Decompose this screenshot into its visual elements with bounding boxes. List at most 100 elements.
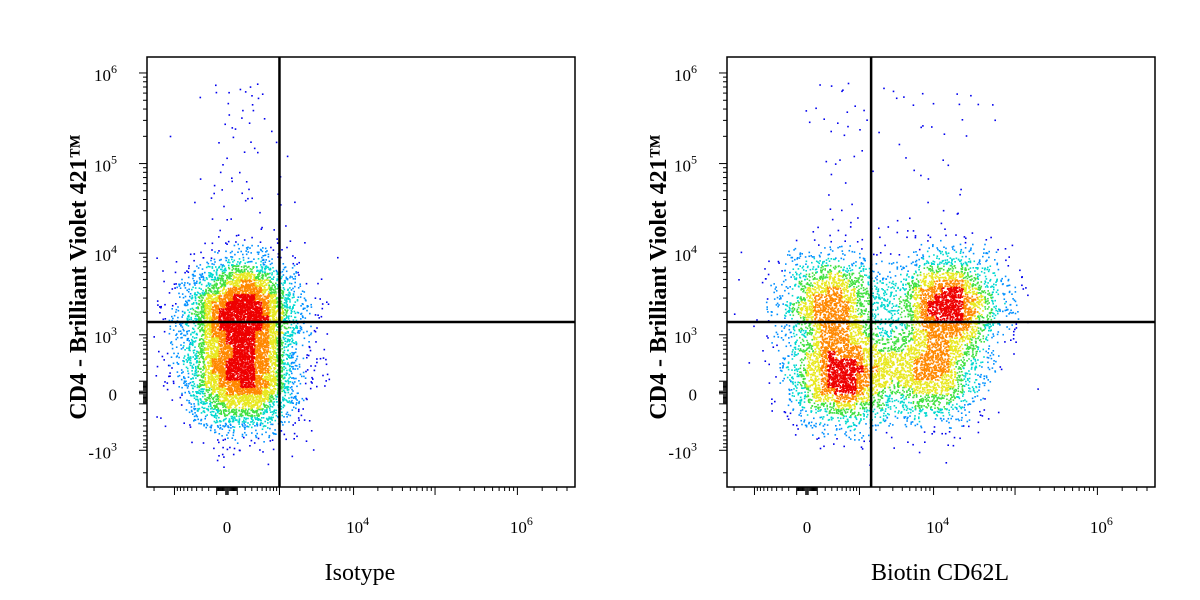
event-point bbox=[229, 446, 231, 449]
event-point bbox=[210, 370, 212, 372]
event-point bbox=[283, 377, 286, 380]
event-point bbox=[238, 400, 241, 403]
event-point bbox=[208, 397, 210, 399]
event-point bbox=[205, 338, 208, 340]
event-point bbox=[200, 423, 202, 425]
event-point bbox=[276, 284, 279, 286]
event-point bbox=[201, 392, 204, 395]
event-point bbox=[269, 286, 271, 289]
event-point bbox=[277, 415, 279, 418]
event-point bbox=[190, 409, 193, 412]
event-point bbox=[193, 293, 196, 295]
event-point bbox=[253, 275, 255, 277]
event-point bbox=[266, 410, 268, 413]
event-point bbox=[188, 345, 191, 348]
event-point bbox=[188, 316, 190, 318]
event-point bbox=[234, 268, 237, 271]
event-point bbox=[175, 283, 177, 285]
event-point bbox=[274, 312, 276, 315]
event-point bbox=[202, 339, 205, 342]
event-point bbox=[216, 288, 219, 290]
event-point bbox=[200, 317, 202, 319]
event-point bbox=[288, 343, 291, 346]
event-point bbox=[218, 332, 220, 335]
event-point bbox=[235, 265, 237, 268]
event-point bbox=[271, 313, 274, 316]
event-point bbox=[222, 409, 225, 411]
event-point bbox=[209, 402, 211, 405]
event-point bbox=[219, 399, 221, 402]
event-point bbox=[214, 251, 216, 253]
event-point bbox=[232, 136, 235, 139]
event-point bbox=[300, 293, 302, 295]
event-point bbox=[262, 247, 264, 249]
event-point bbox=[282, 389, 285, 392]
event-point bbox=[270, 423, 272, 426]
event-point bbox=[291, 310, 293, 313]
event-point bbox=[244, 404, 247, 407]
event-point bbox=[156, 300, 159, 302]
event-point bbox=[272, 402, 274, 404]
event-point bbox=[177, 375, 179, 378]
event-point bbox=[276, 318, 278, 321]
event-point bbox=[208, 387, 211, 390]
event-point bbox=[241, 292, 243, 295]
event-point bbox=[207, 344, 210, 346]
event-point bbox=[245, 268, 248, 271]
event-point bbox=[203, 323, 205, 325]
event-point bbox=[261, 387, 264, 389]
event-point bbox=[199, 281, 202, 283]
event-point bbox=[207, 305, 210, 307]
event-point bbox=[228, 274, 231, 277]
event-point bbox=[236, 442, 239, 444]
event-point bbox=[280, 339, 283, 342]
event-point bbox=[214, 389, 217, 391]
event-point bbox=[202, 356, 204, 358]
event-point bbox=[201, 273, 203, 276]
event-point bbox=[263, 279, 266, 282]
event-point bbox=[228, 412, 231, 414]
event-point bbox=[199, 311, 201, 313]
event-point bbox=[257, 276, 259, 279]
event-point bbox=[241, 435, 244, 438]
event-point bbox=[210, 291, 213, 293]
event-point bbox=[211, 273, 213, 276]
event-point bbox=[304, 317, 307, 319]
event-point bbox=[288, 369, 291, 371]
event-point bbox=[191, 373, 194, 375]
event-point bbox=[271, 325, 273, 327]
event-point bbox=[243, 151, 246, 153]
event-point bbox=[288, 397, 290, 399]
event-point bbox=[276, 337, 279, 340]
event-point bbox=[188, 356, 190, 359]
event-point bbox=[206, 356, 209, 359]
event-point bbox=[316, 385, 318, 388]
event-point bbox=[175, 303, 177, 305]
event-point bbox=[252, 278, 254, 281]
event-point bbox=[262, 263, 265, 266]
event-point bbox=[225, 259, 227, 262]
event-point bbox=[226, 448, 229, 451]
event-point bbox=[295, 402, 298, 404]
event-point bbox=[285, 374, 287, 376]
event-point bbox=[233, 285, 235, 287]
event-point bbox=[190, 395, 192, 397]
event-point bbox=[173, 352, 175, 355]
event-point bbox=[295, 342, 298, 345]
event-point bbox=[303, 322, 305, 325]
event-point bbox=[282, 295, 285, 297]
event-point bbox=[277, 304, 279, 307]
event-point bbox=[202, 310, 204, 313]
event-point bbox=[244, 276, 246, 279]
event-point bbox=[247, 197, 249, 200]
event-point bbox=[201, 349, 204, 352]
event-point bbox=[232, 417, 235, 419]
event-point bbox=[212, 400, 215, 403]
event-point bbox=[272, 294, 274, 296]
event-point bbox=[252, 411, 254, 413]
event-point bbox=[302, 371, 305, 374]
event-point bbox=[208, 377, 210, 380]
event-point bbox=[170, 342, 172, 344]
event-point bbox=[286, 305, 288, 308]
event-point bbox=[218, 387, 221, 390]
